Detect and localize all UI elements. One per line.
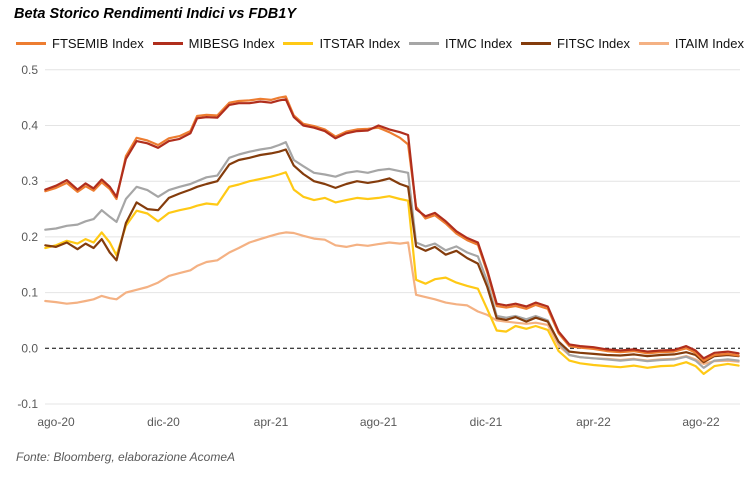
series-line-fitsc bbox=[44, 148, 740, 364]
legend-item-itaim: ITAIM Index bbox=[638, 35, 744, 51]
y-tick-label: 0.0 bbox=[21, 341, 38, 355]
series-line-ftsemib bbox=[44, 95, 740, 362]
chart-legend: FTSEMIB Index MIBESG Index ITSTAR Index ITM… bbox=[16, 34, 744, 52]
x-tick-label: dic-21 bbox=[470, 415, 503, 429]
legend-item-ftsemib: FTSEMIB Index bbox=[16, 36, 144, 51]
y-tick-label: -0.1 bbox=[17, 397, 38, 411]
legend-label-itaim: ITAIM Index bbox=[674, 35, 744, 51]
series-line-itaim bbox=[44, 231, 740, 365]
legend-line-swatch-itstar bbox=[283, 41, 314, 45]
x-tick-label: ago-20 bbox=[37, 415, 75, 429]
legend-item-itstar: ITSTAR Index bbox=[283, 36, 400, 51]
legend-line-swatch-fitsc bbox=[521, 41, 552, 45]
x-tick-label: ago-22 bbox=[682, 415, 720, 429]
series-line-itmc bbox=[44, 141, 740, 369]
chart-title: Beta Storico Rendimenti Indici vs FDB1Y bbox=[14, 6, 296, 22]
legend-label-fitsc: FITSC Index bbox=[557, 35, 631, 51]
y-tick-label: 0.3 bbox=[21, 174, 38, 188]
legend-line-swatch-ftsemib bbox=[16, 41, 46, 45]
legend-label-mibesg: MIBESG Index bbox=[188, 35, 275, 51]
legend-label-ftsemib: FTSEMIB Index bbox=[52, 35, 144, 51]
legend-item-fitsc: FITSC Index bbox=[521, 36, 630, 51]
legend-label-itstar: ITSTAR Index bbox=[319, 35, 401, 51]
legend-line-swatch-mibesg bbox=[152, 41, 183, 45]
series-line-itstar bbox=[44, 171, 740, 375]
legend-line-swatch-itmc bbox=[409, 41, 439, 45]
legend-label-itmc: ITMC Index bbox=[445, 35, 513, 51]
x-tick-label: ago-21 bbox=[360, 415, 398, 429]
x-tick-label: dic-20 bbox=[147, 415, 180, 429]
y-tick-label: 0.1 bbox=[21, 286, 38, 300]
series-line-mibesg bbox=[44, 98, 740, 360]
y-tick-label: 0.5 bbox=[21, 63, 38, 77]
legend-item-itmc: ITMC Index bbox=[409, 36, 512, 51]
y-tick-label: 0.2 bbox=[21, 230, 38, 244]
legend-line-swatch-itaim bbox=[638, 41, 669, 45]
legend-item-mibesg: MIBESG Index bbox=[152, 35, 275, 51]
y-tick-label: 0.4 bbox=[21, 119, 38, 133]
source-note: Fonte: Bloomberg, elaborazione AcomeA bbox=[16, 450, 236, 464]
x-tick-label: apr-21 bbox=[254, 415, 289, 429]
x-tick-label: apr-22 bbox=[576, 415, 611, 429]
